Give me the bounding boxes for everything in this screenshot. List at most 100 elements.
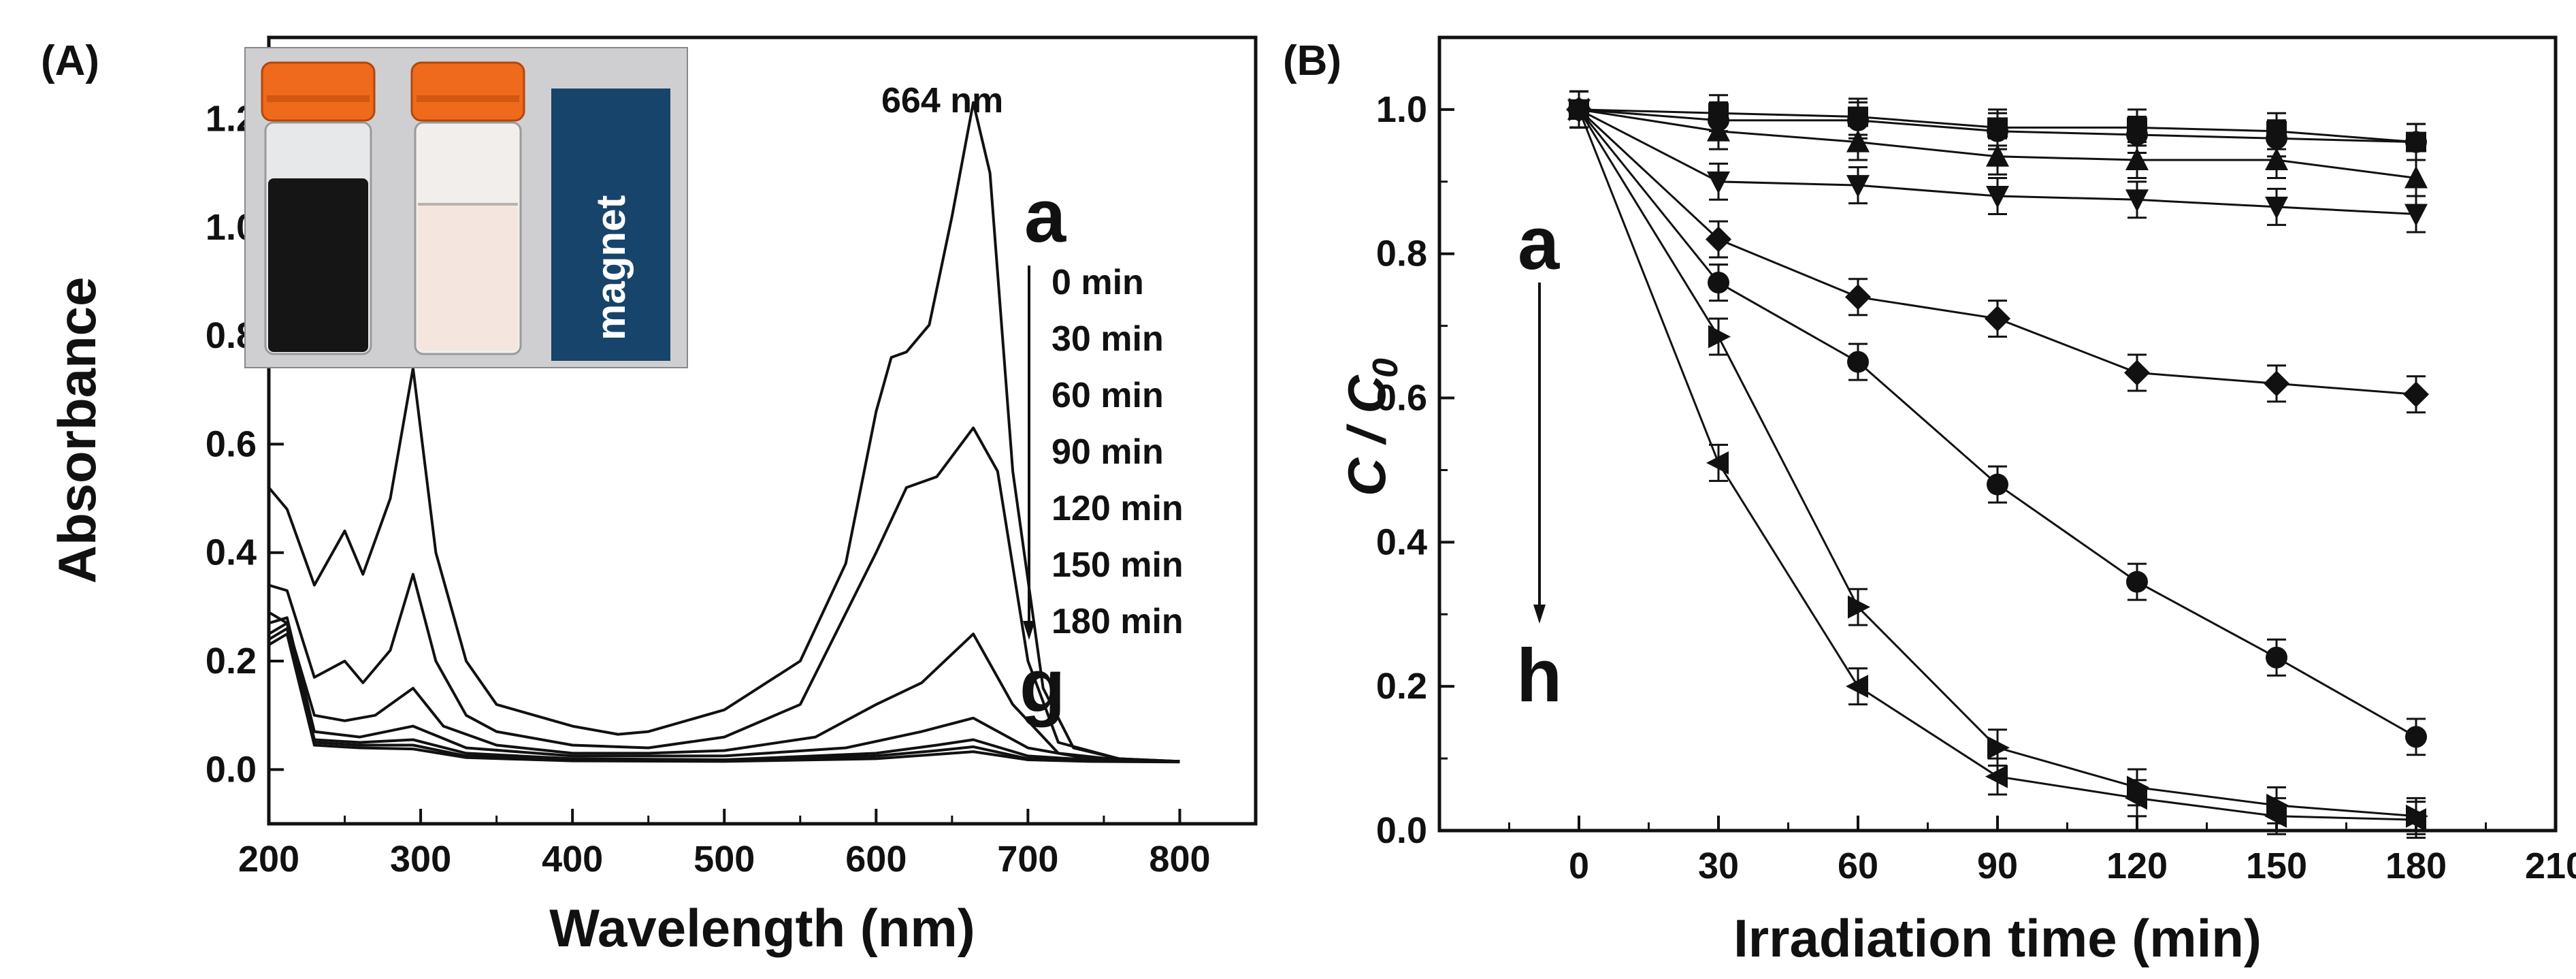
panel-b-y-ticks: 0.0 0.2 0.4 0.6 0.8 1.0 xyxy=(1376,36,1454,851)
marker-diamond xyxy=(2124,359,2150,386)
a-y-tick-label: 0.2 xyxy=(206,641,257,681)
b-x-tick-label: 180 xyxy=(2385,846,2447,886)
marker-triangle-up xyxy=(2125,148,2149,171)
panel-a-series xyxy=(267,101,1180,764)
spectrum-line-3 xyxy=(268,616,1180,763)
marker-triangle-down xyxy=(2125,189,2149,212)
marker-triangle-down xyxy=(1846,175,1870,198)
panel-a-x-axis-title: Wavelength (nm) xyxy=(549,898,975,958)
vial-clear-icon xyxy=(410,61,525,355)
a-x-tick-label: 800 xyxy=(1149,839,1210,880)
series-line-h xyxy=(1578,109,2417,821)
marker-triangle-up xyxy=(2404,165,2428,189)
panel-b-x-ticks: 0 30 60 90 120 150 180 210 xyxy=(1508,816,2576,886)
b-y-tick-label: 0.6 xyxy=(1376,378,1427,419)
marker-triangle-right xyxy=(1987,736,2010,760)
b-y-tick-label: 1.0 xyxy=(1376,89,1427,130)
b-x-tick-label: 90 xyxy=(1977,846,2018,886)
marker-circle xyxy=(1847,109,1869,131)
marker-circle xyxy=(1987,473,2008,496)
time-label: 60 min xyxy=(1051,376,1164,415)
marker-diamond xyxy=(2264,370,2289,397)
series-start-label: a xyxy=(1024,174,1066,258)
panel-a-frame xyxy=(267,35,1258,826)
spectrum-line-1 xyxy=(268,426,1180,763)
a-y-tick-label: 0.6 xyxy=(206,423,257,464)
series-f xyxy=(1568,90,2427,756)
marker-triangle-down xyxy=(1707,171,1730,194)
inset-photo: magnet xyxy=(244,47,688,368)
b-series-end-label: h xyxy=(1516,634,1562,718)
panel-b-x-axis-title: Irradiation time (min) xyxy=(1733,908,2262,968)
series-b xyxy=(1568,90,2427,161)
a-x-tick-label: 700 xyxy=(997,839,1058,880)
spectrum-line-0 xyxy=(267,101,1180,763)
time-label: 30 min xyxy=(1051,319,1164,359)
time-label: 0 min xyxy=(1051,263,1144,302)
marker-circle xyxy=(1708,272,1729,294)
magnet-block xyxy=(551,89,670,361)
series-line-g xyxy=(1578,109,2417,818)
b-trend-arrowhead xyxy=(1533,605,1546,624)
marker-circle xyxy=(2266,646,2287,669)
marker-diamond xyxy=(1985,306,2010,332)
trend-arrowhead xyxy=(1023,621,1035,640)
panel-b-label: (B) xyxy=(1283,37,1341,84)
spectrum-line-6 xyxy=(267,632,1180,764)
a-x-tick-label: 300 xyxy=(390,839,451,880)
b-x-tick-label: 30 xyxy=(1698,846,1739,886)
time-label: 90 min xyxy=(1051,432,1164,472)
b-y-tick-label: 0.0 xyxy=(1376,810,1427,851)
marker-triangle-down xyxy=(1986,186,2009,208)
b-y-tick-label: 0.4 xyxy=(1376,521,1427,562)
series-end-label: g xyxy=(1020,644,1065,728)
time-labels: 0 min 30 min 60 min 90 min 120 min 150 min 180… xyxy=(1051,263,1184,641)
marker-circle xyxy=(2126,571,2148,593)
panel-b-y-axis-subscript: 0 xyxy=(1366,358,1405,378)
marker-circle xyxy=(2266,127,2287,150)
panel-a-label: (A) xyxy=(41,37,99,84)
marker-diamond xyxy=(1706,226,1731,253)
marker-triangle-up xyxy=(2265,148,2288,171)
marker-circle xyxy=(2126,123,2148,146)
marker-circle xyxy=(2405,131,2427,153)
panel-b-series xyxy=(1566,90,2429,839)
marker-triangle-up xyxy=(1846,129,1870,153)
a-x-tick-label: 600 xyxy=(845,839,907,880)
a-x-tick-label: 200 xyxy=(238,839,299,880)
marker-triangle-up xyxy=(1986,144,2009,167)
marker-triangle-left xyxy=(1706,451,1729,475)
marker-diamond xyxy=(2403,381,2429,408)
a-y-tick-label: 0.4 xyxy=(206,532,257,573)
marker-circle xyxy=(1987,120,2008,142)
panel-a-y-axis-title: Absorbance xyxy=(47,277,107,584)
b-x-tick-label: 60 xyxy=(1838,846,1878,886)
marker-triangle-right xyxy=(1708,325,1731,349)
marker-triangle-down xyxy=(2265,196,2288,219)
marker-diamond xyxy=(1845,284,1871,310)
a-x-tick-label: 400 xyxy=(542,839,603,880)
panel-b: (B) 0 30 60 90 120 150 180 210 0.0 0.2 0.4 0.6 0.8 1… xyxy=(1283,35,2576,968)
panel-b-y-axis-title: C / C 0 xyxy=(1337,358,1405,496)
marker-circle xyxy=(1847,351,1869,373)
time-label: 120 min xyxy=(1051,489,1184,528)
marker-circle xyxy=(2405,726,2427,748)
series-e xyxy=(1566,90,2429,414)
b-y-tick-label: 0.8 xyxy=(1376,234,1427,274)
time-label: 180 min xyxy=(1051,602,1184,641)
b-y-tick-label: 0.2 xyxy=(1376,666,1427,707)
marker-triangle-left xyxy=(1846,675,1868,699)
marker-triangle-left xyxy=(1985,765,2008,788)
a-y-tick-label: 0.0 xyxy=(206,749,257,790)
panel-b-y-axis-main: C / C xyxy=(1337,374,1397,496)
b-x-tick-label: 150 xyxy=(2246,846,2307,886)
panel-a: (A) 200 300 400 500 600 700 800 0.00.20.40.60.… xyxy=(41,35,1258,958)
b-x-tick-label: 210 xyxy=(2525,846,2576,886)
panel-a-x-ticks: 200 300 400 500 600 700 800 xyxy=(238,809,1211,880)
time-label: 150 min xyxy=(1051,545,1184,585)
vial-dark-icon xyxy=(261,61,376,355)
b-x-tick-label: 0 xyxy=(1569,846,1589,886)
marker-triangle-up xyxy=(1707,118,1730,142)
peak-label: 664 nm xyxy=(881,81,1003,121)
